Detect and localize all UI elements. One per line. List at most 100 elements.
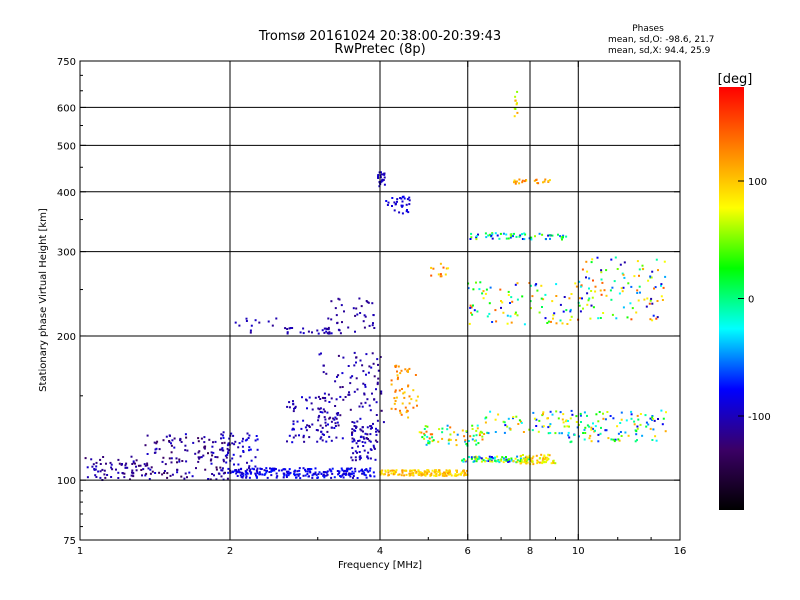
scatter-point <box>546 417 549 420</box>
scatter-point <box>599 432 602 435</box>
scatter-point <box>485 457 488 459</box>
scatter-point <box>336 321 339 324</box>
scatter-point <box>326 473 329 476</box>
scatter-point <box>254 472 257 475</box>
scatter-point <box>342 476 345 479</box>
scatter-point <box>215 468 218 471</box>
scatter-point <box>621 272 624 275</box>
scatter-point <box>248 446 251 449</box>
scatter-point <box>324 421 327 424</box>
scatter-point <box>530 307 532 310</box>
scatter-point <box>352 452 355 455</box>
scatter-point <box>502 232 505 235</box>
scatter-point <box>567 434 570 437</box>
scatter-point <box>248 449 250 452</box>
scatter-point <box>639 423 642 426</box>
scatter-point <box>288 434 291 437</box>
scatter-point <box>334 380 337 383</box>
scatter-point <box>318 408 321 411</box>
scatter-point <box>491 237 494 240</box>
scatter-point <box>475 236 478 239</box>
scatter-point <box>366 398 369 401</box>
scatter-point <box>366 426 369 429</box>
scatter-point <box>377 430 380 433</box>
scatter-point <box>393 402 396 405</box>
scatter-point <box>186 476 188 479</box>
scatter-point <box>509 428 512 430</box>
scatter-point <box>542 425 545 428</box>
scatter-point <box>494 232 497 235</box>
scatter-point <box>332 417 335 420</box>
scatter-point <box>654 286 657 289</box>
scatter-point <box>156 440 159 443</box>
scatter-point <box>357 445 359 448</box>
scatter-point <box>366 433 369 436</box>
scatter-point <box>535 425 538 427</box>
scatter-point <box>142 468 145 471</box>
scatter-point <box>337 297 340 300</box>
scatter-point <box>431 433 434 436</box>
scatter-point <box>311 408 314 411</box>
scatter-point <box>605 429 608 432</box>
scatter-point <box>249 471 252 474</box>
scatter-point <box>591 427 594 430</box>
scatter-point <box>586 303 589 306</box>
scatter-point <box>505 237 508 240</box>
scatter-point <box>549 423 552 426</box>
scatter-point <box>327 326 330 329</box>
scatter-point <box>261 473 264 476</box>
scatter-point <box>314 396 317 399</box>
scatter-point <box>361 468 363 471</box>
scatter-point <box>651 416 654 419</box>
scatter-point <box>245 476 248 479</box>
scatter-point <box>425 443 428 446</box>
scatter-point <box>562 234 565 237</box>
scatter-point <box>350 456 353 459</box>
scatter-point <box>391 197 394 199</box>
scatter-point <box>622 273 625 276</box>
scatter-point <box>661 423 664 426</box>
y-tick-label: 600 <box>57 103 76 114</box>
scatter-point <box>104 476 107 479</box>
scatter-point <box>500 306 502 309</box>
scatter-point <box>239 471 242 474</box>
scatter-point <box>432 439 435 442</box>
scatter-point <box>529 284 532 287</box>
scatter-point <box>117 477 120 479</box>
y-tick-label: 75 <box>63 536 76 547</box>
scatter-point <box>510 321 513 324</box>
scatter-point <box>135 459 138 462</box>
scatter-point <box>364 385 367 388</box>
scatter-point <box>405 411 408 414</box>
scatter-point <box>311 423 314 426</box>
scatter-point <box>418 431 421 434</box>
scatter-point <box>308 468 311 470</box>
scatter-point <box>349 382 352 385</box>
scatter-point <box>407 385 409 388</box>
scatter-point <box>175 457 178 460</box>
scatter-point <box>265 471 268 474</box>
scatter-point <box>437 273 440 276</box>
scatter-point <box>473 439 476 442</box>
scatter-point <box>154 451 157 454</box>
scatter-point <box>419 471 422 474</box>
scatter-point <box>537 461 540 463</box>
scatter-point <box>546 322 549 324</box>
scatter-point <box>255 469 258 472</box>
scatter-point <box>586 414 588 417</box>
scatter-point <box>477 233 479 236</box>
scatter-point <box>131 471 133 474</box>
scatter-point <box>508 460 511 463</box>
scatter-point <box>184 449 187 452</box>
scatter-point <box>490 456 493 458</box>
scatter-point <box>412 406 415 409</box>
plot-grid <box>80 61 680 540</box>
scatter-point <box>598 411 601 413</box>
scatter-point <box>402 392 405 395</box>
scatter-point <box>234 440 237 443</box>
scatter-point <box>513 181 515 184</box>
scatter-point <box>533 417 536 420</box>
scatter-point <box>527 458 530 461</box>
scatter-point <box>365 476 368 479</box>
